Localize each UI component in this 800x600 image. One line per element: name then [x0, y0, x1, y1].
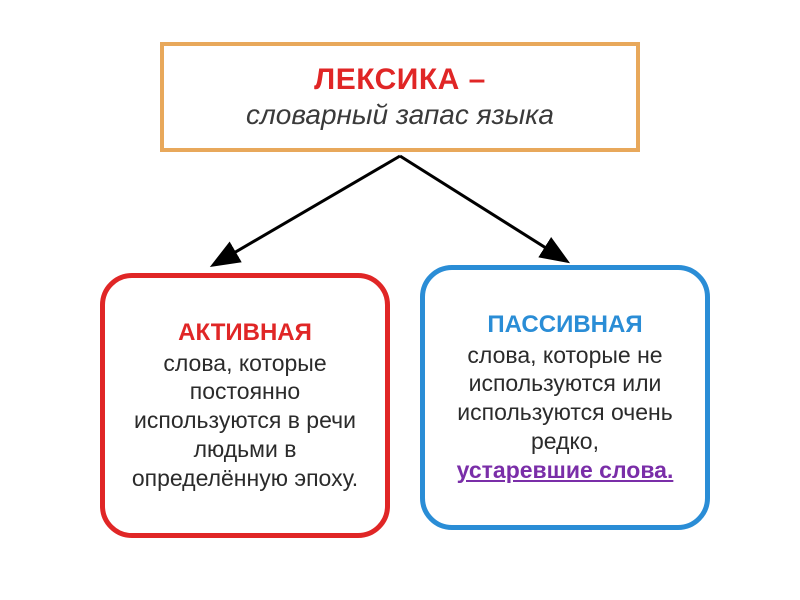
- child-heading-passive: ПАССИВНАЯ: [487, 311, 642, 339]
- root-node: ЛЕКСИКА – словарный запас языка: [160, 42, 640, 152]
- child-heading-active: АКТИВНАЯ: [178, 319, 312, 347]
- child-body-passive: слова, которые не используются или испол…: [445, 341, 685, 456]
- arrow-left: [215, 156, 400, 264]
- child-emphasis-passive: устаревшие слова.: [457, 456, 674, 485]
- child-body-active: слова, которые постоянно используются в …: [125, 349, 365, 493]
- branch-arrows: [150, 152, 650, 272]
- child-node-active: АКТИВНАЯ слова, которые постоянно исполь…: [100, 273, 390, 538]
- arrow-right: [400, 156, 565, 260]
- child-node-passive: ПАССИВНАЯ слова, которые не используются…: [420, 265, 710, 530]
- root-title: ЛЕКСИКА –: [314, 63, 486, 97]
- root-subtitle: словарный запас языка: [246, 99, 554, 131]
